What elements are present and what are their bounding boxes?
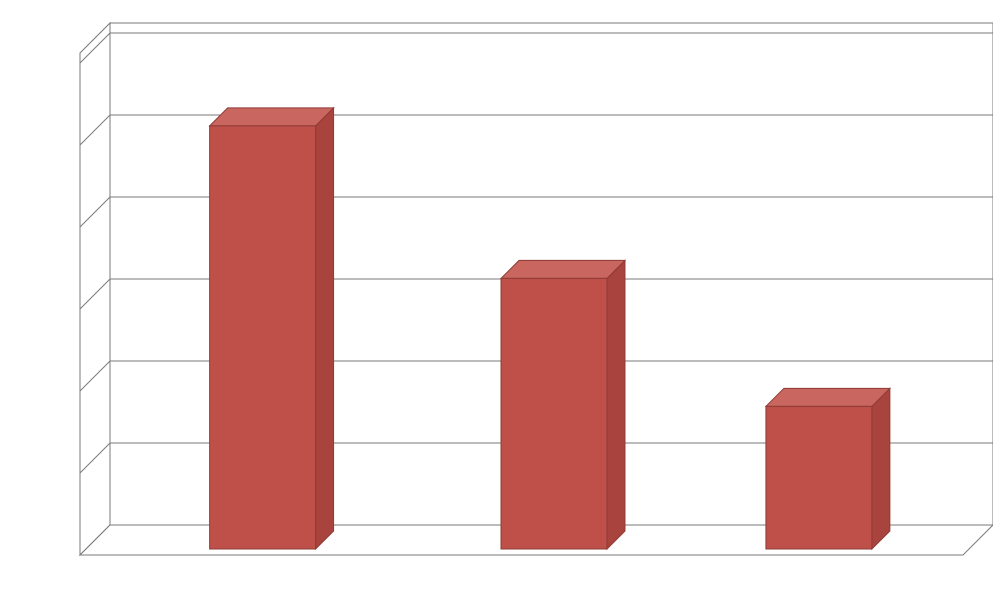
- bar-1: [501, 260, 625, 549]
- chart-canvas: [0, 0, 993, 597]
- bar-0: [210, 108, 334, 549]
- bar-chart-3d: [0, 0, 993, 597]
- bar-2: [766, 388, 890, 549]
- side-wall: [80, 23, 110, 555]
